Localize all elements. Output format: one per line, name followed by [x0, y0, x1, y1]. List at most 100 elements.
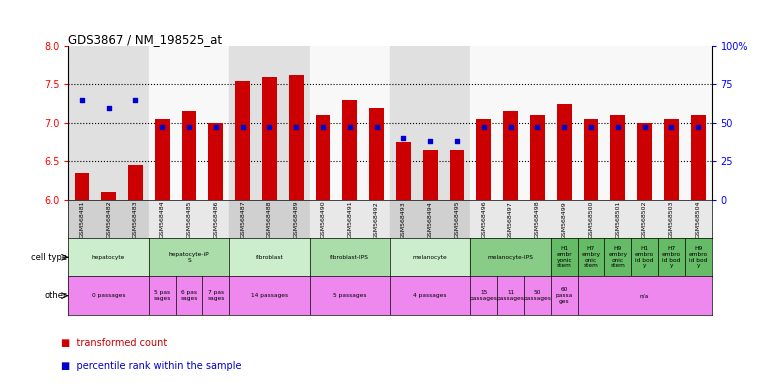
- Point: [692, 124, 704, 131]
- Bar: [283, 200, 310, 238]
- Bar: [470, 238, 551, 276]
- Bar: [229, 200, 256, 238]
- Text: GSM568485: GSM568485: [186, 201, 192, 238]
- Text: GSM568502: GSM568502: [642, 201, 647, 238]
- Bar: [470, 46, 497, 200]
- Bar: [363, 46, 390, 200]
- Point: [210, 124, 222, 131]
- Point: [585, 124, 597, 131]
- Text: 14 passages: 14 passages: [251, 293, 288, 298]
- Text: GSM568493: GSM568493: [401, 201, 406, 238]
- Bar: [122, 46, 149, 200]
- Bar: [637, 123, 652, 200]
- Text: 15
passages: 15 passages: [470, 290, 498, 301]
- Point: [451, 138, 463, 144]
- Bar: [631, 238, 658, 276]
- Text: cell type: cell type: [31, 253, 67, 262]
- Text: H7
embry
onic
stem: H7 embry onic stem: [581, 246, 600, 268]
- Bar: [470, 276, 497, 315]
- Bar: [524, 276, 551, 315]
- Text: GSM568494: GSM568494: [428, 201, 433, 238]
- Bar: [631, 200, 658, 238]
- Bar: [256, 46, 283, 200]
- Text: H7
embro
id bod
y: H7 embro id bod y: [662, 246, 681, 268]
- Bar: [551, 276, 578, 315]
- Bar: [176, 276, 202, 315]
- Text: GSM568496: GSM568496: [481, 201, 486, 238]
- Bar: [497, 276, 524, 315]
- Point: [612, 124, 624, 131]
- Bar: [68, 238, 149, 276]
- Point: [237, 124, 249, 131]
- Bar: [503, 111, 518, 200]
- Text: GSM568495: GSM568495: [454, 201, 460, 238]
- Bar: [396, 142, 411, 200]
- Bar: [390, 46, 417, 200]
- Text: H1
embro
id bod
y: H1 embro id bod y: [635, 246, 654, 268]
- Text: GSM568486: GSM568486: [213, 201, 218, 238]
- Bar: [310, 200, 336, 238]
- Point: [638, 124, 651, 131]
- Point: [263, 124, 275, 131]
- Text: 0 passages: 0 passages: [92, 293, 126, 298]
- Bar: [202, 46, 229, 200]
- Bar: [685, 238, 712, 276]
- Bar: [604, 238, 631, 276]
- Bar: [658, 46, 685, 200]
- Point: [290, 124, 302, 131]
- Point: [129, 97, 142, 103]
- Bar: [229, 46, 256, 200]
- Text: GSM568483: GSM568483: [133, 201, 138, 238]
- Point: [371, 124, 383, 131]
- Text: H9
embry
onic
stem: H9 embry onic stem: [608, 246, 627, 268]
- Text: GSM568488: GSM568488: [267, 201, 272, 238]
- Text: GSM568487: GSM568487: [240, 201, 245, 238]
- Bar: [578, 276, 712, 315]
- Bar: [417, 46, 444, 200]
- Bar: [390, 238, 470, 276]
- Bar: [390, 200, 417, 238]
- Bar: [336, 200, 363, 238]
- Bar: [202, 276, 229, 315]
- Bar: [476, 119, 491, 200]
- Bar: [68, 46, 95, 200]
- Bar: [658, 238, 685, 276]
- Text: GSM568482: GSM568482: [107, 201, 111, 238]
- Bar: [417, 200, 444, 238]
- Point: [665, 124, 677, 131]
- Bar: [664, 119, 679, 200]
- Bar: [122, 200, 149, 238]
- Text: 5 pas
sages: 5 pas sages: [154, 290, 171, 301]
- Bar: [631, 46, 658, 200]
- Bar: [229, 238, 310, 276]
- Bar: [95, 200, 122, 238]
- Bar: [155, 119, 170, 200]
- Text: 50
passages: 50 passages: [524, 290, 551, 301]
- Bar: [202, 200, 229, 238]
- Text: melanocyte: melanocyte: [412, 255, 447, 260]
- Point: [531, 124, 543, 131]
- Bar: [530, 115, 545, 200]
- Text: GSM568498: GSM568498: [535, 201, 540, 238]
- Bar: [390, 276, 470, 315]
- Bar: [363, 200, 390, 238]
- Bar: [557, 104, 572, 200]
- Point: [397, 135, 409, 141]
- Point: [558, 124, 570, 131]
- Text: GSM568497: GSM568497: [508, 201, 513, 238]
- Bar: [235, 81, 250, 200]
- Bar: [176, 200, 202, 238]
- Bar: [182, 111, 196, 200]
- Bar: [584, 119, 598, 200]
- Bar: [229, 276, 310, 315]
- Point: [317, 124, 329, 131]
- Point: [156, 124, 168, 131]
- Text: GSM568500: GSM568500: [588, 201, 594, 238]
- Bar: [450, 150, 464, 200]
- Text: 4 passages: 4 passages: [413, 293, 447, 298]
- Text: other: other: [45, 291, 67, 300]
- Bar: [610, 115, 625, 200]
- Text: hepatocyte: hepatocyte: [92, 255, 126, 260]
- Text: GSM568501: GSM568501: [615, 201, 620, 238]
- Point: [424, 138, 436, 144]
